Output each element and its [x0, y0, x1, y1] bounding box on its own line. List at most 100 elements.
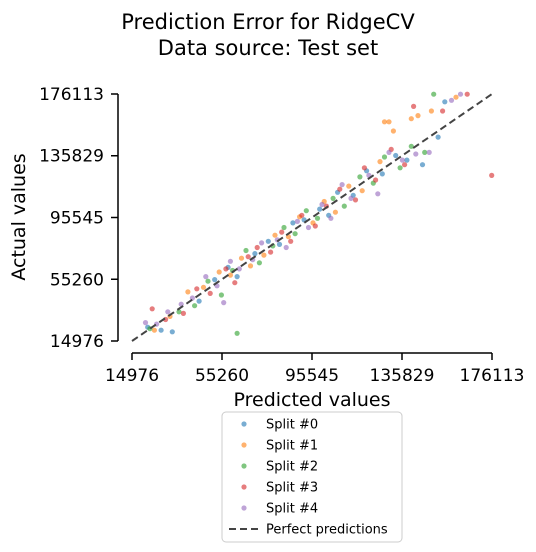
data-point	[453, 94, 459, 100]
data-point	[386, 119, 392, 125]
data-point	[317, 206, 323, 212]
data-point	[218, 292, 224, 298]
data-point	[312, 223, 318, 229]
data-point	[243, 247, 249, 254]
data-point	[227, 272, 233, 278]
legend-marker	[241, 442, 247, 448]
data-point	[397, 165, 403, 171]
data-point	[393, 152, 399, 159]
data-point	[176, 309, 182, 315]
data-point	[200, 284, 207, 290]
data-point	[390, 128, 396, 134]
data-point	[337, 186, 343, 192]
data-point	[294, 218, 300, 224]
data-point	[169, 329, 175, 335]
data-point	[415, 113, 421, 119]
data-point	[281, 224, 287, 231]
data-point	[292, 231, 298, 237]
data-point	[386, 149, 392, 155]
y-tick-label: 14976	[50, 332, 104, 352]
y-tick-label: 55260	[50, 270, 104, 290]
data-point	[431, 91, 437, 97]
data-point	[151, 327, 157, 333]
data-point	[279, 229, 285, 235]
data-point	[245, 254, 251, 260]
data-point	[203, 274, 209, 280]
data-point	[379, 171, 385, 177]
data-point	[457, 91, 464, 97]
data-point	[234, 330, 240, 336]
chart-subtitle: Data source: Test set	[158, 36, 378, 60]
data-point	[489, 172, 495, 178]
data-point	[207, 290, 213, 296]
legend-label: Split #0	[266, 418, 318, 433]
data-point	[352, 197, 359, 203]
x-tick-label: 176113	[460, 366, 525, 386]
data-point	[216, 269, 222, 275]
data-point	[440, 108, 446, 114]
data-point	[261, 252, 267, 258]
data-point	[158, 327, 164, 333]
data-point	[408, 143, 414, 149]
legend-marker	[241, 463, 247, 469]
data-point	[221, 300, 227, 306]
perfect-predictions-line	[131, 93, 493, 342]
data-point	[254, 244, 260, 251]
data-point	[165, 309, 171, 315]
data-point	[234, 274, 240, 280]
data-point	[428, 108, 434, 114]
data-point	[180, 310, 186, 316]
data-point	[341, 203, 347, 209]
legend-label: Perfect predictions	[266, 523, 388, 538]
data-point	[252, 251, 258, 257]
data-point	[332, 209, 338, 215]
legend-marker	[241, 421, 247, 427]
data-point	[361, 165, 367, 171]
data-point	[259, 240, 265, 246]
x-axis-label: Predicted values	[233, 389, 390, 411]
data-point	[373, 177, 379, 183]
data-point	[196, 298, 202, 304]
x-tick-label: 14976	[105, 366, 159, 386]
data-point	[413, 151, 419, 157]
data-point	[381, 154, 388, 160]
data-point	[247, 263, 254, 269]
data-point	[426, 149, 432, 155]
data-point	[290, 220, 296, 226]
data-point	[185, 289, 191, 295]
data-point	[435, 134, 441, 140]
series-4	[142, 91, 464, 327]
legend-marker	[241, 505, 247, 511]
data-point	[142, 320, 149, 326]
data-point	[283, 244, 289, 251]
series-3	[149, 91, 495, 323]
data-point	[223, 266, 229, 272]
x-axis-ticks: 14976 55260 95545 135829 176113	[105, 353, 525, 386]
data-point	[404, 157, 410, 163]
y-axis-ticks: 14976 55260 95545 135829 176113	[39, 85, 118, 352]
data-point	[359, 188, 365, 194]
series-1	[151, 94, 459, 333]
legend-marker	[241, 484, 247, 490]
data-point	[328, 215, 334, 221]
data-point	[419, 162, 426, 168]
data-point	[399, 157, 405, 163]
data-point	[299, 212, 305, 218]
data-point	[265, 238, 271, 244]
data-point	[305, 224, 312, 231]
series-0	[145, 99, 448, 335]
data-point	[238, 255, 245, 261]
series-2	[147, 91, 437, 336]
data-point	[256, 260, 262, 266]
data-point	[268, 249, 274, 255]
data-point	[377, 159, 383, 165]
data-point	[194, 286, 200, 292]
data-point	[408, 116, 414, 122]
legend-box	[221, 411, 403, 543]
data-point	[339, 182, 345, 188]
data-point	[464, 91, 470, 97]
data-point	[330, 195, 336, 201]
x-tick-label: 135829	[370, 366, 435, 386]
